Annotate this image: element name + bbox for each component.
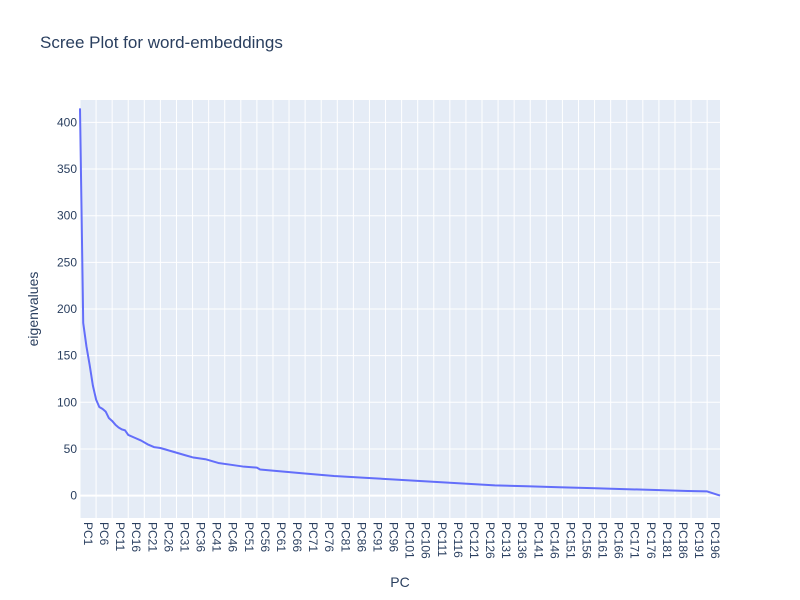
x-tick-label: PC116 xyxy=(451,522,465,558)
y-tick-label: 200 xyxy=(57,302,77,316)
y-tick-label: 150 xyxy=(57,349,77,363)
x-tick-label: PC146 xyxy=(547,522,561,559)
y-tick-label: 350 xyxy=(57,162,77,176)
x-tick-labels: PC1 PC6 PC11 PC16 PC21 PC26 PC31 PC36 PC41 PC46 PC… xyxy=(81,522,722,559)
x-tick-label: PC26 xyxy=(161,522,175,552)
x-tick-label: PC171 xyxy=(628,522,642,559)
y-axis-title: eigenvalues xyxy=(25,272,41,347)
chart-title: Scree Plot for word-embeddings xyxy=(40,33,283,52)
x-tick-label: PC161 xyxy=(596,522,610,559)
x-tick-label: PC86 xyxy=(354,522,368,552)
x-tick-label: PC36 xyxy=(194,522,208,552)
x-tick-label: PC76 xyxy=(322,522,336,552)
x-tick-label: PC71 xyxy=(306,522,320,552)
y-tick-label: 50 xyxy=(64,442,78,456)
x-tick-label: PC6 xyxy=(97,522,111,546)
x-tick-label: PC151 xyxy=(563,522,577,559)
x-tick-label: PC106 xyxy=(419,522,433,559)
x-tick-label: PC126 xyxy=(483,522,497,559)
x-tick-label: PC166 xyxy=(612,522,626,559)
x-tick-label: PC46 xyxy=(226,522,240,552)
x-tick-label: PC191 xyxy=(692,522,706,559)
x-tick-label: PC91 xyxy=(370,522,384,552)
x-tick-label: PC66 xyxy=(290,522,304,552)
x-tick-label: PC16 xyxy=(129,522,143,552)
x-tick-label: PC61 xyxy=(274,522,288,552)
x-tick-label: PC41 xyxy=(210,522,224,552)
x-tick-label: PC121 xyxy=(467,522,481,559)
x-tick-label: PC51 xyxy=(242,522,256,552)
eigenvalue-line xyxy=(79,108,721,497)
x-tick-label: PC1 xyxy=(81,522,95,546)
x-tick-label: PC156 xyxy=(579,522,593,559)
y-tick-label: 100 xyxy=(57,395,77,409)
y-tick-labels: 0 50 100 150 200 250 300 350 400 xyxy=(57,115,77,502)
x-tick-label: PC111 xyxy=(435,522,449,557)
x-tick-label: PC141 xyxy=(531,522,545,559)
x-tick-label: PC186 xyxy=(676,522,690,559)
x-axis-title: PC xyxy=(390,574,409,590)
x-tick-label: PC176 xyxy=(644,522,658,559)
x-tick-label: PC196 xyxy=(708,522,722,559)
y-tick-label: 0 xyxy=(70,489,77,503)
x-tick-label: PC181 xyxy=(660,522,674,559)
y-tick-label: 300 xyxy=(57,209,77,223)
x-tick-label: PC56 xyxy=(258,522,272,552)
x-tick-label: PC136 xyxy=(515,522,529,559)
y-gridlines xyxy=(80,121,720,497)
x-tick-label: PC81 xyxy=(338,522,352,552)
y-tick-label: 400 xyxy=(57,115,77,129)
x-tick-label: PC131 xyxy=(499,522,513,559)
x-tick-label: PC96 xyxy=(387,522,401,552)
y-tick-label: 250 xyxy=(57,255,77,269)
x-tick-label: PC31 xyxy=(177,522,191,552)
x-tick-label: PC11 xyxy=(113,522,127,551)
x-tick-label: PC101 xyxy=(403,522,417,559)
x-tick-label: PC21 xyxy=(145,522,159,552)
